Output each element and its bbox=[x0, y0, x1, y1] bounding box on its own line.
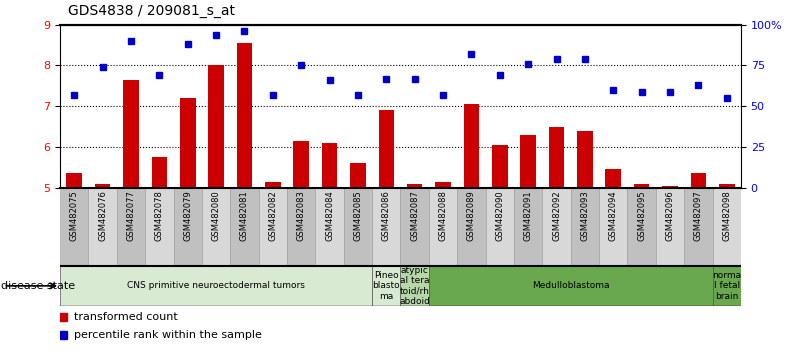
Text: GSM482096: GSM482096 bbox=[666, 190, 674, 241]
Bar bbox=[606, 169, 621, 188]
Text: GSM482089: GSM482089 bbox=[467, 190, 476, 241]
Bar bbox=[259, 188, 287, 266]
Bar bbox=[293, 141, 309, 188]
Text: norma
l fetal
brain: norma l fetal brain bbox=[712, 271, 741, 301]
Bar bbox=[174, 188, 202, 266]
Text: GSM482093: GSM482093 bbox=[581, 190, 590, 241]
Bar bbox=[577, 131, 593, 188]
Text: GSM482092: GSM482092 bbox=[552, 190, 561, 241]
Bar bbox=[492, 145, 508, 188]
Text: GDS4838 / 209081_s_at: GDS4838 / 209081_s_at bbox=[68, 4, 235, 18]
Bar bbox=[208, 65, 224, 188]
Text: atypic
al tera
toid/rh
abdoid: atypic al tera toid/rh abdoid bbox=[399, 266, 430, 306]
Text: GSM482081: GSM482081 bbox=[240, 190, 249, 241]
Bar bbox=[627, 188, 656, 266]
Bar bbox=[435, 182, 451, 188]
Text: percentile rank within the sample: percentile rank within the sample bbox=[74, 330, 262, 339]
Bar bbox=[429, 266, 713, 306]
Text: GSM482088: GSM482088 bbox=[439, 190, 448, 241]
Bar bbox=[265, 182, 280, 188]
Bar bbox=[662, 185, 678, 188]
Text: GSM482075: GSM482075 bbox=[70, 190, 78, 241]
Text: GSM482078: GSM482078 bbox=[155, 190, 164, 241]
Text: GSM482095: GSM482095 bbox=[637, 190, 646, 241]
Bar bbox=[719, 183, 735, 188]
Text: GSM482083: GSM482083 bbox=[296, 190, 306, 241]
Bar bbox=[457, 188, 485, 266]
Text: GSM482094: GSM482094 bbox=[609, 190, 618, 241]
Bar bbox=[123, 80, 139, 188]
Bar bbox=[180, 98, 195, 188]
Bar bbox=[236, 43, 252, 188]
Bar bbox=[117, 188, 145, 266]
Bar bbox=[322, 143, 337, 188]
Bar bbox=[713, 188, 741, 266]
Bar bbox=[690, 173, 706, 188]
Text: transformed count: transformed count bbox=[74, 312, 178, 322]
Bar bbox=[485, 188, 514, 266]
Bar bbox=[521, 135, 536, 188]
Bar bbox=[316, 188, 344, 266]
Text: GSM482077: GSM482077 bbox=[127, 190, 135, 241]
Text: GSM482091: GSM482091 bbox=[524, 190, 533, 241]
Text: GSM482085: GSM482085 bbox=[353, 190, 362, 241]
Bar bbox=[514, 188, 542, 266]
Bar bbox=[151, 157, 167, 188]
Bar bbox=[407, 183, 422, 188]
Text: GSM482080: GSM482080 bbox=[211, 190, 220, 241]
Bar bbox=[202, 188, 231, 266]
Text: GSM482084: GSM482084 bbox=[325, 190, 334, 241]
Text: GSM482086: GSM482086 bbox=[382, 190, 391, 241]
Bar bbox=[400, 188, 429, 266]
Text: Medulloblastoma: Medulloblastoma bbox=[532, 281, 610, 290]
Bar bbox=[549, 127, 565, 188]
Bar bbox=[372, 266, 400, 306]
Bar bbox=[287, 188, 316, 266]
Bar bbox=[66, 173, 82, 188]
Bar bbox=[350, 163, 366, 188]
Text: Pineo
blasto
ma: Pineo blasto ma bbox=[372, 271, 400, 301]
Bar bbox=[464, 104, 479, 188]
Text: GSM482090: GSM482090 bbox=[495, 190, 505, 241]
Text: GSM482087: GSM482087 bbox=[410, 190, 419, 241]
Bar bbox=[713, 266, 741, 306]
Bar bbox=[684, 188, 713, 266]
Text: GSM482079: GSM482079 bbox=[183, 190, 192, 241]
Bar bbox=[656, 188, 684, 266]
Text: disease state: disease state bbox=[1, 281, 75, 291]
Bar bbox=[400, 266, 429, 306]
Text: GSM482097: GSM482097 bbox=[694, 190, 702, 241]
Bar bbox=[344, 188, 372, 266]
Text: GSM482082: GSM482082 bbox=[268, 190, 277, 241]
Bar bbox=[95, 183, 111, 188]
Text: GSM482098: GSM482098 bbox=[723, 190, 731, 241]
Bar bbox=[88, 188, 117, 266]
Text: CNS primitive neuroectodermal tumors: CNS primitive neuroectodermal tumors bbox=[127, 281, 305, 290]
Bar bbox=[379, 110, 394, 188]
Text: GSM482076: GSM482076 bbox=[99, 190, 107, 241]
Bar bbox=[60, 188, 88, 266]
Bar bbox=[372, 188, 400, 266]
Bar bbox=[599, 188, 627, 266]
Bar bbox=[145, 188, 174, 266]
Bar bbox=[231, 188, 259, 266]
Bar bbox=[429, 188, 457, 266]
Bar bbox=[542, 188, 570, 266]
Bar bbox=[60, 266, 372, 306]
Bar bbox=[634, 183, 650, 188]
Bar bbox=[570, 188, 599, 266]
